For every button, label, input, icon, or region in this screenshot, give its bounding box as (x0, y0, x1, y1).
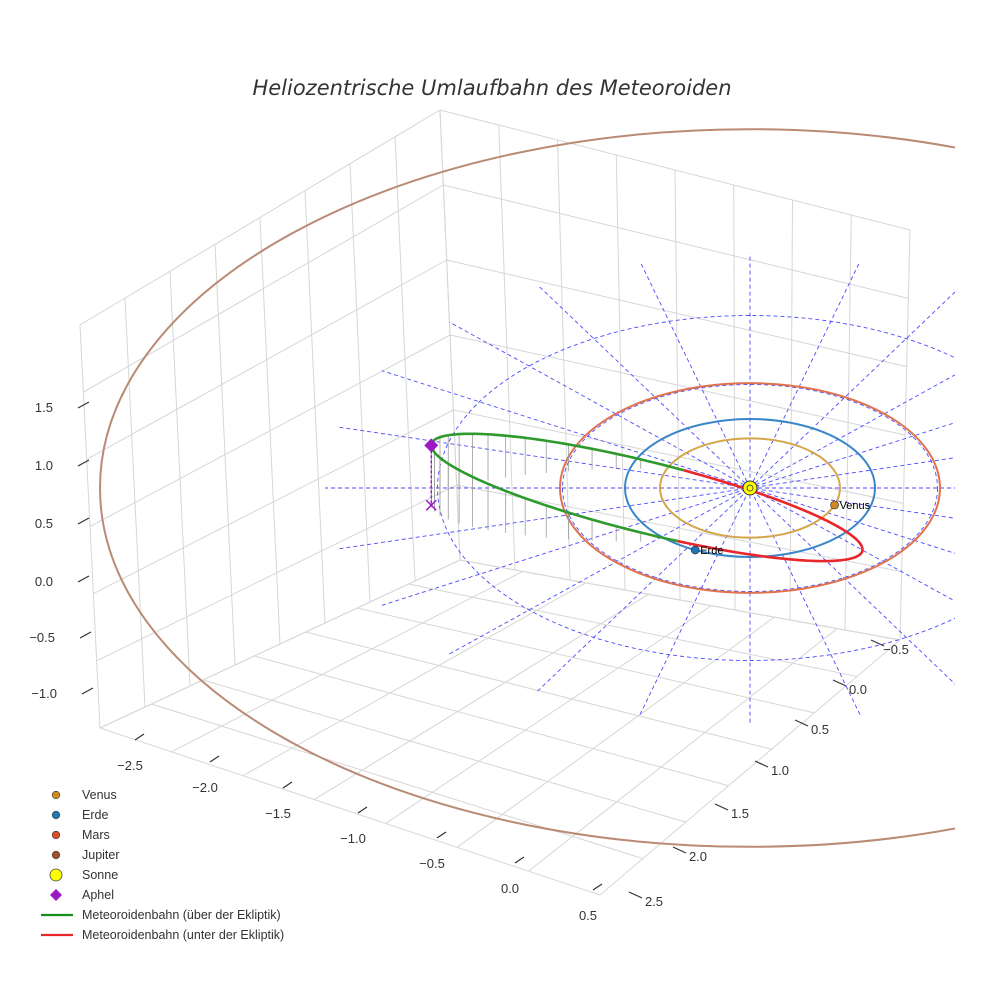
grid-line (79, 109, 441, 326)
axis-grid (79, 109, 911, 896)
aphel-projection-marker (425, 499, 437, 511)
venus-marker (830, 500, 839, 510)
legend-label: Mars (82, 828, 110, 842)
z-tick-label: 1.0 (35, 458, 53, 473)
grid-line (314, 593, 649, 800)
grid-line (408, 583, 858, 677)
grid-line (357, 607, 815, 714)
z-tick-mark (77, 459, 90, 467)
grid-line (202, 679, 686, 823)
jupiter-orbit (99, 128, 955, 848)
y-tick-label: 2.0 (689, 849, 707, 864)
legend-label: Venus (82, 788, 117, 802)
grid-line (446, 259, 907, 368)
grid-line (439, 109, 911, 231)
axis-ticks: −2.5 −2.0 −1.5 −1.0 −0.5 0.0 0.5 −0.5 0.0 0.5 1.0 1… (29, 400, 909, 923)
z-tick-mark (81, 687, 94, 695)
grid-line (385, 605, 712, 824)
z-tick-label: 0.5 (35, 516, 53, 531)
y-tick-label: 0.5 (811, 722, 829, 737)
y-tick-label: −0.5 (883, 642, 909, 657)
y-tick-mark (754, 760, 769, 768)
aphel-marker (424, 438, 439, 453)
legend-marker (51, 830, 61, 840)
y-tick-label: 2.5 (645, 894, 663, 909)
legend-label: Sonne (82, 868, 118, 882)
grid-line (171, 570, 524, 753)
chart-title: Heliozentrische Umlaufbahn des Meteoroid… (252, 76, 731, 100)
meteoroid-orbit-below (683, 469, 864, 550)
legend-label: Aphel (82, 888, 114, 902)
z-tick-mark (77, 401, 90, 409)
grid-line (443, 184, 909, 299)
x-tick-mark (209, 755, 220, 763)
x-tick-mark (357, 806, 368, 814)
x-tick-mark (592, 883, 603, 891)
z-tick-mark (79, 631, 92, 639)
x-tick-label: −1.0 (340, 831, 366, 846)
x-tick-label: −1.5 (265, 806, 291, 821)
legend-label: Jupiter (82, 848, 120, 862)
meteoroid-orbit-below (677, 539, 864, 563)
erde-label: Erde (700, 545, 723, 557)
legend-marker (49, 868, 63, 882)
y-tick-label: 1.5 (731, 806, 749, 821)
grid-line (96, 484, 457, 662)
y-tick-mark (832, 679, 847, 687)
z-tick-mark (77, 575, 90, 583)
grid-line (528, 628, 838, 872)
y-tick-mark (794, 719, 809, 727)
x-tick-label: 0.5 (579, 908, 597, 923)
legend-marker (51, 850, 61, 860)
x-tick-mark (282, 781, 293, 789)
y-tick-label: 0.0 (849, 682, 867, 697)
y-tick-mark (672, 846, 687, 854)
y-tick-mark (628, 891, 643, 899)
grid-line (254, 655, 729, 787)
x-tick-mark (436, 831, 447, 839)
grid-line (89, 334, 451, 527)
grid-line (93, 409, 454, 595)
grid-line (456, 616, 775, 848)
venus-label: Venus (840, 500, 871, 512)
ecliptic-reference-ring (562, 384, 938, 592)
venus-orbit (659, 437, 841, 539)
legend-marker (51, 790, 61, 800)
grid-line (459, 559, 901, 641)
z-tick-label: 0.0 (35, 574, 53, 589)
legend-label: Meteoroidenbahn (unter der Ekliptik) (82, 928, 284, 942)
grid-line (99, 727, 601, 896)
z-tick-label: 1.5 (35, 400, 53, 415)
erde-marker (690, 545, 700, 555)
legend-label: Meteoroidenbahn (über der Ekliptik) (82, 908, 281, 922)
mars-orbit (559, 382, 941, 594)
x-tick-label: −2.0 (192, 780, 218, 795)
z-tick-label: −0.5 (29, 630, 55, 645)
z-tick-mark (77, 517, 90, 525)
x-tick-mark (514, 856, 525, 864)
sonne-marker (742, 480, 758, 496)
grid-line (86, 259, 447, 460)
y-tick-label: 1.0 (771, 763, 789, 778)
grid-line (449, 334, 906, 436)
grid-line (242, 582, 586, 777)
grid-line (599, 639, 901, 896)
grid-line (151, 703, 644, 860)
y-tick-mark (870, 639, 885, 647)
x-tick-label: −0.5 (419, 856, 445, 871)
grid-line (99, 559, 461, 729)
erde-orbit (624, 418, 876, 558)
x-tick-label: −2.5 (117, 758, 143, 773)
y-tick-mark (714, 803, 729, 811)
legend-marker (50, 889, 62, 901)
z-tick-label: −1.0 (31, 686, 57, 701)
x-tick-label: 0.0 (501, 881, 519, 896)
legend-label: Erde (82, 808, 108, 822)
legend: Venus Erde Mars Jupiter Sonne Aphel Meteoroide… (41, 788, 284, 942)
x-tick-mark (134, 733, 145, 741)
orbit-layer: Venus Erde (99, 128, 955, 848)
legend-marker (51, 810, 61, 820)
sonne-core (746, 484, 754, 492)
